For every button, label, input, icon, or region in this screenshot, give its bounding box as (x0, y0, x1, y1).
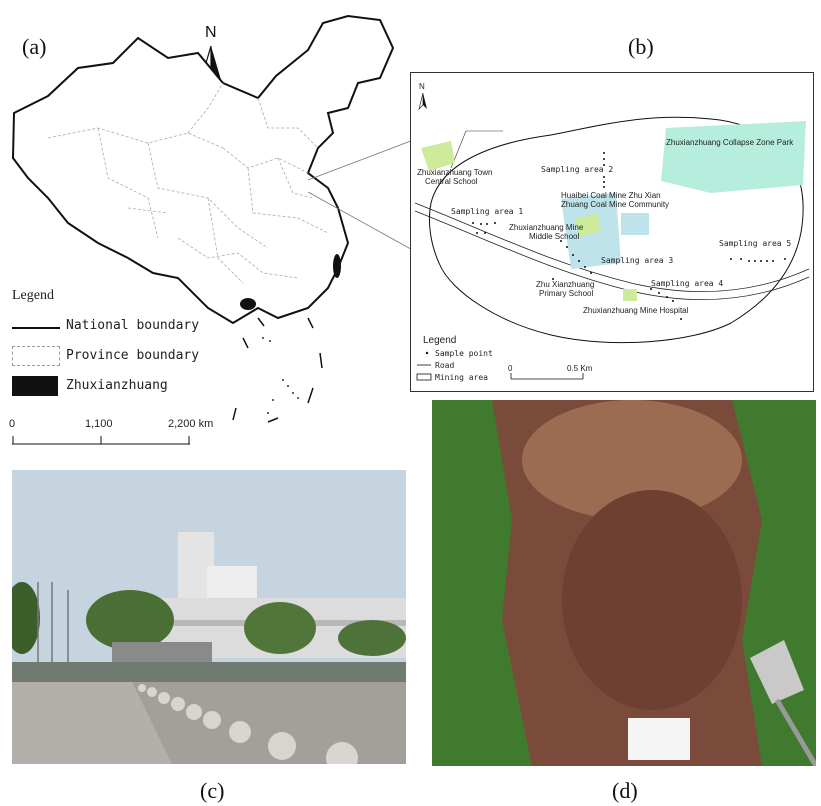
label-middle-school-1: Zhuxianzhuang Mine (509, 223, 584, 232)
scale-tick-2200: 2,200 km (168, 418, 214, 430)
legend-province-label: Province boundary (66, 348, 200, 363)
north-label: N (205, 24, 217, 41)
photo-coal-mine-building (12, 470, 406, 764)
site-north-arrow-icon (423, 93, 427, 109)
mine-middle-school (575, 213, 601, 237)
label-sampling-area-1: Sampling area 1 (451, 207, 523, 216)
label-sampling-area-4: Sampling area 4 (651, 279, 723, 288)
photo-soil-sampling (432, 400, 816, 766)
china-map (11, 14, 395, 423)
panel-c-label: (c) (200, 778, 225, 803)
legend-zhuxianzhuang-swatch (12, 376, 58, 396)
label-town-school-2: Central School (425, 177, 478, 186)
label-huaibei-1: Huaibei Coal Mine Zhu Xian (561, 191, 661, 200)
sample-points (472, 152, 786, 320)
primary-school (623, 289, 637, 301)
panel-a-label: (a) (22, 34, 47, 59)
site-legend-mining: Mining area (435, 373, 488, 382)
label-town-school-1: Zhuxianzhuang Town (417, 168, 492, 177)
scale-tick-1100: 1,100 (85, 418, 113, 430)
site-scale-05: 0.5 Km (567, 364, 593, 373)
label-sampling-area-5: Sampling area 5 (719, 239, 791, 248)
road (414, 202, 810, 292)
town-central-school (421, 141, 455, 171)
legend-province-swatch (12, 346, 60, 366)
panel-d-label: (d) (612, 778, 638, 803)
label-collapse-park: Zhuxianzhuang Collapse Zone Park (666, 138, 794, 147)
collapse-zone-park (661, 121, 806, 193)
site-legend-sample: Sample point (435, 349, 493, 358)
scale-bar-a (12, 436, 190, 445)
legend-national-swatch (12, 327, 60, 329)
label-primary-school-2: Primary School (539, 289, 593, 298)
site-legend-title: Legend (423, 335, 456, 346)
label-middle-school-2: Middle School (529, 232, 579, 241)
scale-tick-0: 0 (9, 418, 16, 430)
legend-zhuxianzhuang-label: Zhuxianzhuang (66, 378, 168, 393)
site-scale-0: 0 (508, 364, 513, 373)
site-north-label: N (419, 82, 425, 91)
label-sampling-area-2: Sampling area 2 (541, 165, 613, 174)
legend-national-label: National boundary (66, 318, 200, 333)
mining-area-outline (428, 116, 804, 344)
site-legend-road: Road (435, 361, 454, 370)
label-sampling-area-3: Sampling area 3 (601, 256, 673, 265)
label-mine-hospital: Zhuxianzhuang Mine Hospital (583, 306, 689, 315)
site-map: N Zhuxianzhuang Collapse Zone Park Zhuxi… (414, 82, 810, 382)
panel-b-label: (b) (628, 34, 654, 59)
label-primary-school-1: Zhu Xianzhuang (536, 280, 594, 289)
label-huaibei-2: Zhuang Coal Mine Community (561, 200, 669, 209)
legend-title-a: Legend (12, 288, 54, 303)
